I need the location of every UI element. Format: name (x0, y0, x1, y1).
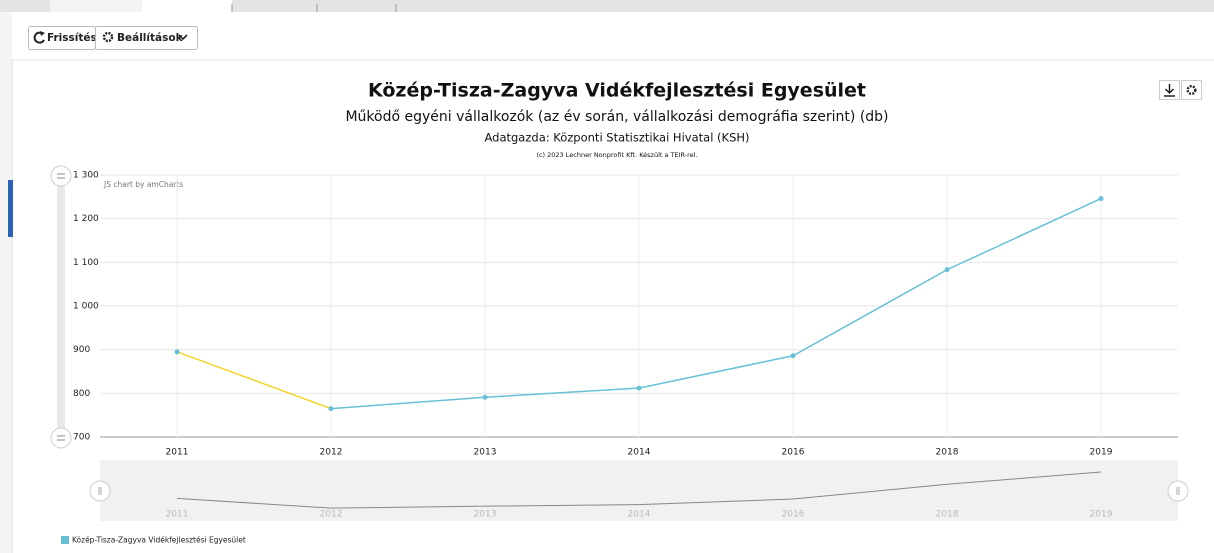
preview-tick-label: 2019 (1090, 510, 1113, 520)
data-point (482, 394, 488, 400)
scroll-handle[interactable] (50, 427, 72, 449)
handle-grip (57, 435, 65, 441)
data-point (174, 349, 180, 355)
button-frame (1181, 80, 1202, 100)
handle-grip (57, 173, 65, 179)
chevron (178, 34, 188, 41)
y-tick-label: 800 (73, 389, 90, 399)
button-label: Beállítások (117, 32, 184, 44)
legend-swatch (61, 536, 69, 544)
y-tick-label: 1 100 (73, 258, 99, 268)
data-point (328, 406, 334, 412)
data-point (636, 385, 642, 391)
tab-active[interactable] (142, 0, 232, 14)
preview-tick-label: 2013 (474, 510, 497, 520)
x-tick-label: 2013 (474, 448, 497, 458)
tab-strip (0, 0, 1214, 12)
export-button[interactable] (1159, 80, 1180, 100)
chart-source: Adatgazda: Központi Statisztikai Hivatal… (484, 131, 749, 145)
data-point (1098, 196, 1104, 202)
data-point (944, 267, 950, 273)
y-tick-label: 1 000 (73, 302, 99, 312)
side-indicator (8, 180, 13, 237)
x-tick-label: 2014 (628, 448, 651, 458)
y-scrollbar[interactable] (57, 175, 65, 437)
legend-label: Közép-Tisza-Zagyva Vidékfejlesztési Egye… (72, 536, 246, 545)
x-tick-label: 2012 (320, 448, 343, 458)
preview-tick-label: 2011 (166, 510, 189, 520)
preview-handle[interactable] (89, 480, 111, 502)
y-tick-label: 700 (73, 433, 90, 443)
y-tick-label: 1 300 (73, 171, 99, 181)
x-tick-label: 2019 (1090, 448, 1113, 458)
preview-tick-label: 2016 (782, 510, 805, 520)
x-tick-label: 2016 (782, 448, 805, 458)
refresh-icon-arrow (40, 31, 45, 36)
data-point (790, 353, 796, 359)
side-panel (0, 12, 12, 553)
scrollbar-preview[interactable] (100, 460, 1178, 521)
preview-handle[interactable] (1167, 480, 1189, 502)
chart-subtitle: Működő egyéni vállalkozók (az év során, … (345, 109, 888, 125)
settings-button[interactable]: Beállítások (95, 26, 198, 50)
preview-tick-label: 2014 (628, 510, 651, 520)
button-frame (95, 26, 198, 50)
chart-settings-button[interactable] (1181, 80, 1202, 100)
preview-tick-label: 2012 (320, 510, 343, 520)
gear-icon (102, 31, 114, 43)
x-tick-label: 2018 (936, 448, 959, 458)
handle-grip (1176, 487, 1180, 495)
download-icon (1164, 84, 1175, 97)
gear-icon (1186, 84, 1197, 95)
x-tick-label: 2011 (166, 448, 189, 458)
chart-copyright: (c) 2023 Lechner Nonprofit Kft. Készült … (536, 151, 697, 159)
y-tick-label: 1 200 (73, 214, 99, 224)
tab[interactable] (50, 0, 142, 12)
series-line (330, 197, 1102, 410)
chart-title: Közép-Tisza-Zagyva Vidékfejlesztési Egye… (368, 80, 866, 102)
y-tick-label: 900 (73, 345, 90, 355)
chart-credit: JS chart by amCharts (103, 180, 183, 189)
button-label: Frissítés (47, 32, 97, 44)
refresh-button[interactable]: Frissítés (28, 26, 97, 50)
preview-tick-label: 2018 (936, 510, 959, 520)
series-line (176, 351, 332, 410)
scroll-handle[interactable] (50, 165, 72, 187)
preview-line (176, 471, 1102, 509)
handle-grip (98, 487, 102, 495)
